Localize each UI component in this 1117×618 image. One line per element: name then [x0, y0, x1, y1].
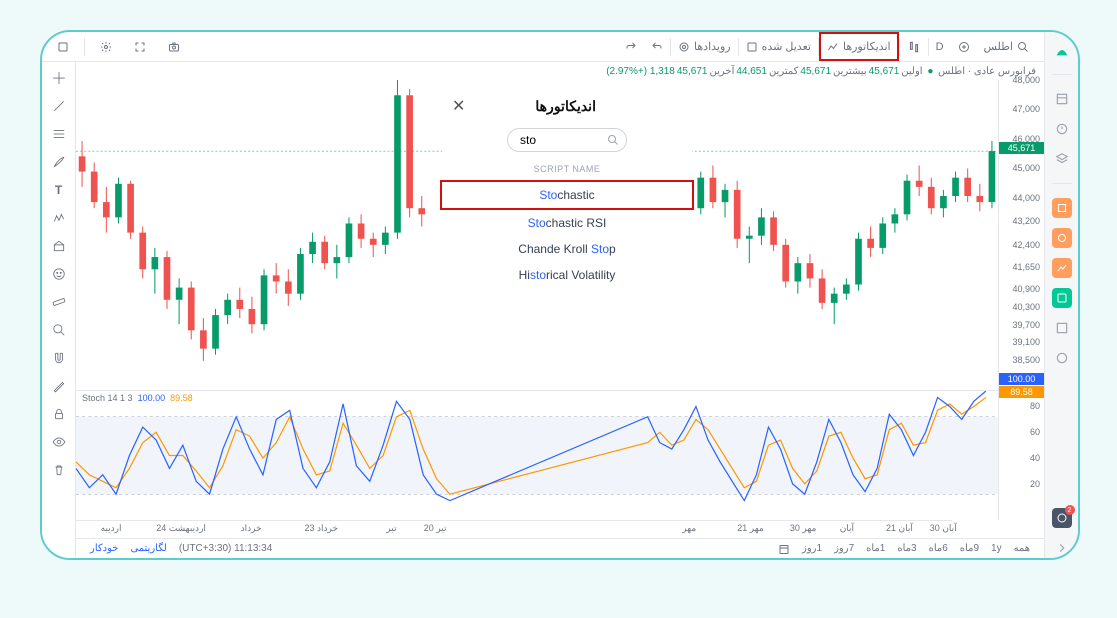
draw-mode-tool[interactable] — [49, 376, 69, 396]
range-1ماه[interactable]: 1ماه — [860, 543, 891, 554]
logo-icon[interactable] — [1052, 40, 1072, 60]
footer-bar: همه1y9ماه6ماه3ماه1ماه7روز1روز 11:13:34 (… — [76, 538, 1044, 558]
modal-section-header: SCRIPT NAME — [442, 158, 692, 180]
symbol-search[interactable]: اطلس — [977, 32, 1036, 61]
separator — [928, 38, 929, 56]
watchlist-icon[interactable] — [1052, 89, 1072, 109]
indicator-result[interactable]: Historical Volatility — [442, 262, 692, 288]
indicators-button[interactable]: اندیکاتورها — [819, 32, 899, 61]
events-button[interactable]: رویدادها — [671, 32, 738, 61]
stoch-pane[interactable]: Stoch 14 1 3 100.00 89.58 — [76, 390, 998, 520]
fib-tool[interactable] — [49, 124, 69, 144]
indicators-modal: ✕ اندیکاتورها sto SCRIPT NAME Stochastic… — [442, 90, 692, 288]
panel-icon-4[interactable] — [1052, 288, 1072, 308]
panel-icon-3[interactable] — [1052, 258, 1072, 278]
separator — [738, 38, 739, 56]
range-3ماه[interactable]: 3ماه — [891, 543, 922, 554]
panel-icon-2[interactable] — [1052, 228, 1072, 248]
stoch-label: Stoch 14 1 3 100.00 89.58 — [82, 393, 193, 403]
chart-type-button[interactable] — [900, 32, 928, 61]
collapse-icon[interactable] — [1052, 538, 1072, 558]
template-button[interactable]: تعدیل شده — [739, 32, 818, 61]
layout-button[interactable] — [50, 41, 76, 53]
search-icon — [1017, 41, 1029, 53]
measure-tool[interactable] — [49, 292, 69, 312]
forecast-tool[interactable] — [49, 236, 69, 256]
range-6ماه[interactable]: 6ماه — [923, 543, 954, 554]
pattern-tool[interactable] — [49, 208, 69, 228]
separator — [84, 38, 85, 56]
layers-icon[interactable] — [1052, 149, 1072, 169]
redo-button[interactable] — [618, 32, 644, 61]
separator — [899, 38, 900, 56]
brush-tool[interactable] — [49, 152, 69, 172]
delete-tool[interactable] — [49, 460, 69, 480]
panel-icon-6[interactable] — [1052, 348, 1072, 368]
undo-button[interactable] — [644, 32, 670, 61]
camera-button[interactable] — [161, 41, 187, 53]
right-rail: 2 — [1044, 32, 1078, 558]
settings-button[interactable] — [93, 41, 119, 53]
magnet-tool[interactable] — [49, 348, 69, 368]
range-selector: همه1y9ماه6ماه3ماه1ماه7روز1روز — [796, 543, 1036, 554]
time-axis[interactable]: اردیبه24 اردیبهشتخرداد23 خردادتیر20 تیرم… — [76, 520, 952, 538]
hide-tool[interactable] — [49, 432, 69, 452]
indicator-result[interactable]: Stochastic — [440, 180, 694, 210]
panel-icon-1[interactable] — [1052, 198, 1072, 218]
search-icon — [607, 134, 619, 146]
interval-button[interactable]: D — [929, 32, 951, 61]
price-axis[interactable]: 48,00047,00046,00045,00044,00043,20042,4… — [998, 80, 1044, 520]
symbol-info-strip: فرابورس عادی · اطلس ● اولین 45,671 بیشتر… — [76, 62, 1044, 80]
notification-icon[interactable]: 2 — [1052, 508, 1072, 528]
calendar-button[interactable] — [772, 543, 796, 555]
main-area: اطلس D اندیکاتورها تعدیل شده رویداده — [42, 32, 1044, 558]
range-1y[interactable]: 1y — [985, 543, 1008, 554]
lock-tool[interactable] — [49, 404, 69, 424]
range-7روز[interactable]: 7روز — [828, 543, 860, 554]
cursor-tool[interactable] — [49, 68, 69, 88]
fullscreen-button[interactable] — [127, 41, 153, 53]
range-1روز[interactable]: 1روز — [796, 543, 828, 554]
log-scale-button[interactable]: لگاریتمی — [124, 543, 172, 554]
app-frame: اطلس D اندیکاتورها تعدیل شده رویداده — [40, 30, 1080, 560]
pane-divider[interactable] — [76, 370, 998, 390]
alerts-icon[interactable] — [1052, 119, 1072, 139]
range-همه[interactable]: همه — [1008, 543, 1036, 554]
text-tool[interactable]: T — [49, 180, 69, 200]
zoom-tool[interactable] — [49, 320, 69, 340]
indicator-result[interactable]: Stochastic RSI — [442, 210, 692, 236]
modal-title: اندیکاتورها — [465, 98, 666, 115]
symbol-label: اطلس — [984, 40, 1013, 53]
range-9ماه[interactable]: 9ماه — [954, 543, 985, 554]
separator — [818, 38, 819, 56]
close-icon[interactable]: ✕ — [452, 96, 465, 116]
top-toolbar: اطلس D اندیکاتورها تعدیل شده رویداده — [42, 32, 1044, 62]
separator — [670, 38, 671, 56]
panel-icon-5[interactable] — [1052, 318, 1072, 338]
emoji-tool[interactable] — [49, 264, 69, 284]
drawing-toolbar: T — [42, 62, 76, 558]
trend-line-tool[interactable] — [49, 96, 69, 116]
auto-scale-button[interactable]: خودکار — [84, 543, 124, 554]
indicator-result[interactable]: Chande Kroll Stop — [442, 236, 692, 262]
clock-display: 11:13:34 (UTC+3:30) — [173, 543, 279, 554]
add-button[interactable] — [951, 32, 977, 61]
